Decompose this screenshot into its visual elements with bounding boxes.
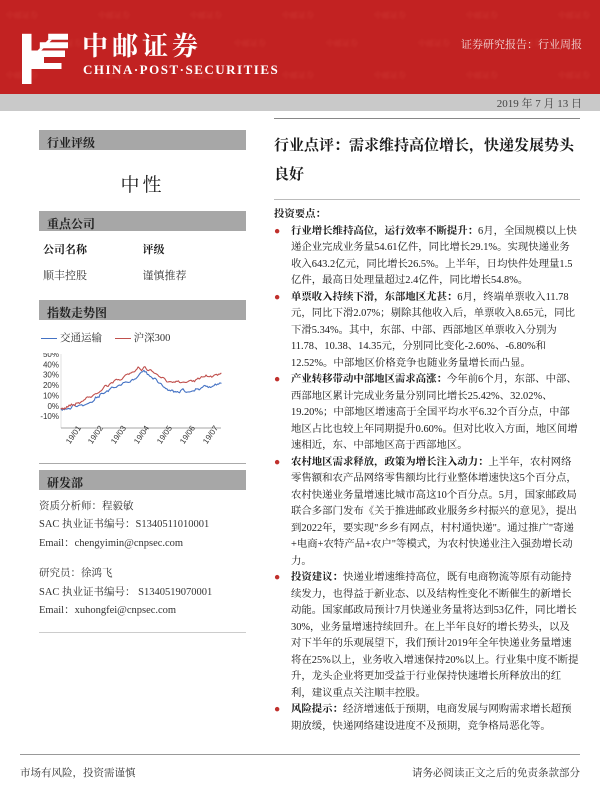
svg-text:50%: 50% (43, 353, 59, 359)
svg-text:19/05: 19/05 (155, 424, 174, 446)
svg-text:40%: 40% (43, 360, 59, 369)
svg-text:19/04: 19/04 (132, 424, 151, 446)
svg-text:19/02: 19/02 (86, 424, 105, 446)
svg-text:0%: 0% (47, 402, 59, 411)
svg-text:19/06: 19/06 (178, 424, 197, 446)
svg-text:19/03: 19/03 (109, 424, 128, 446)
svg-text:30%: 30% (43, 371, 59, 380)
svg-text:20%: 20% (43, 381, 59, 390)
svg-text:10%: 10% (43, 392, 59, 401)
svg-text:19/07: 19/07 (201, 424, 220, 446)
svg-text:19/01: 19/01 (64, 424, 83, 446)
svg-text:-10%: -10% (40, 412, 59, 421)
